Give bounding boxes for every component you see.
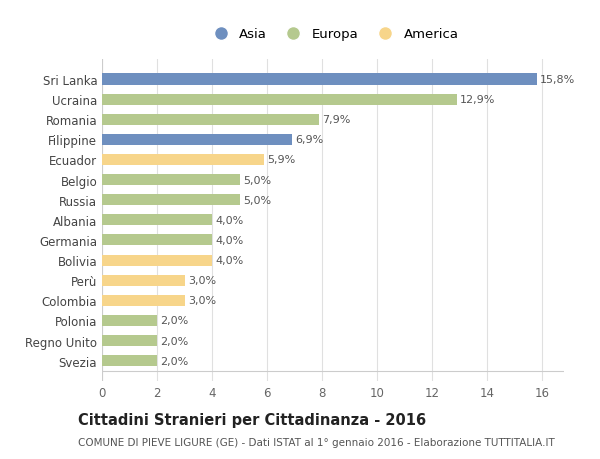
Bar bbox=[102, 335, 157, 346]
Bar bbox=[102, 114, 319, 125]
Text: 3,0%: 3,0% bbox=[188, 296, 216, 306]
Bar bbox=[102, 95, 457, 106]
Text: 7,9%: 7,9% bbox=[323, 115, 351, 125]
Text: 5,0%: 5,0% bbox=[243, 175, 271, 185]
Bar bbox=[102, 74, 536, 85]
Text: Cittadini Stranieri per Cittadinanza - 2016: Cittadini Stranieri per Cittadinanza - 2… bbox=[78, 413, 426, 428]
Bar bbox=[102, 215, 212, 226]
Text: 6,9%: 6,9% bbox=[295, 135, 323, 145]
Bar bbox=[102, 195, 239, 206]
Bar bbox=[102, 255, 212, 266]
Text: 5,0%: 5,0% bbox=[243, 195, 271, 205]
Text: 12,9%: 12,9% bbox=[460, 95, 496, 105]
Bar bbox=[102, 235, 212, 246]
Bar bbox=[102, 155, 264, 166]
Text: 3,0%: 3,0% bbox=[188, 275, 216, 285]
Text: 2,0%: 2,0% bbox=[160, 316, 188, 326]
Legend: Asia, Europa, America: Asia, Europa, America bbox=[203, 24, 463, 45]
Bar bbox=[102, 275, 185, 286]
Bar bbox=[102, 315, 157, 326]
Bar bbox=[102, 134, 292, 146]
Bar bbox=[102, 174, 239, 186]
Text: 2,0%: 2,0% bbox=[160, 336, 188, 346]
Text: 2,0%: 2,0% bbox=[160, 356, 188, 366]
Text: 4,0%: 4,0% bbox=[215, 235, 244, 246]
Text: COMUNE DI PIEVE LIGURE (GE) - Dati ISTAT al 1° gennaio 2016 - Elaborazione TUTTI: COMUNE DI PIEVE LIGURE (GE) - Dati ISTAT… bbox=[78, 437, 555, 447]
Text: 15,8%: 15,8% bbox=[540, 75, 575, 85]
Text: 4,0%: 4,0% bbox=[215, 215, 244, 225]
Text: 5,9%: 5,9% bbox=[268, 155, 296, 165]
Text: 4,0%: 4,0% bbox=[215, 256, 244, 265]
Bar bbox=[102, 295, 185, 306]
Bar bbox=[102, 355, 157, 366]
